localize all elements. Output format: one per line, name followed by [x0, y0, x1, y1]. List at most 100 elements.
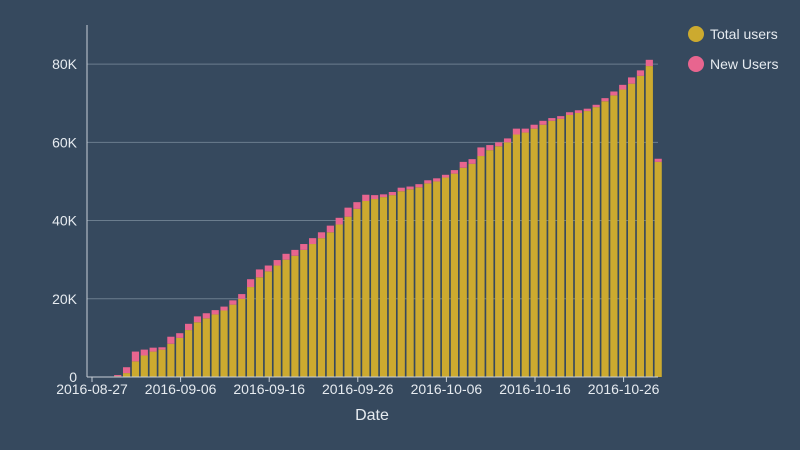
- bar-new-users[interactable]: [495, 142, 503, 147]
- bar-new-users[interactable]: [548, 118, 556, 121]
- bar-new-users[interactable]: [601, 98, 609, 102]
- bar-total-users[interactable]: [592, 107, 600, 377]
- bar-new-users[interactable]: [326, 225, 334, 233]
- bar-total-users[interactable]: [362, 201, 370, 377]
- bar-new-users[interactable]: [450, 170, 458, 174]
- bar-total-users[interactable]: [610, 95, 618, 378]
- bar-total-users[interactable]: [574, 113, 583, 377]
- bar-total-users[interactable]: [202, 318, 210, 377]
- bar-new-users[interactable]: [273, 260, 281, 266]
- bar-new-users[interactable]: [149, 347, 157, 352]
- bar-total-users[interactable]: [521, 132, 529, 377]
- bar-total-users[interactable]: [317, 238, 326, 377]
- bar-total-users[interactable]: [583, 111, 591, 377]
- bar-new-users[interactable]: [388, 192, 396, 196]
- bar-new-users[interactable]: [628, 77, 636, 84]
- bar-total-users[interactable]: [601, 101, 609, 378]
- bar-new-users[interactable]: [371, 195, 379, 200]
- bar-total-users[interactable]: [557, 118, 565, 378]
- bar-total-users[interactable]: [149, 351, 157, 377]
- bar-new-users[interactable]: [167, 336, 175, 344]
- bar-new-users[interactable]: [468, 159, 476, 164]
- bar-new-users[interactable]: [433, 178, 441, 182]
- bar-new-users[interactable]: [441, 174, 450, 178]
- bar-total-users[interactable]: [353, 208, 361, 377]
- bar-new-users[interactable]: [645, 59, 653, 67]
- bar-new-users[interactable]: [211, 310, 219, 315]
- bar-new-users[interactable]: [362, 194, 370, 201]
- bar-new-users[interactable]: [264, 265, 272, 272]
- bar-total-users[interactable]: [424, 183, 432, 377]
- bar-new-users[interactable]: [521, 128, 529, 133]
- bar-new-users[interactable]: [291, 249, 299, 256]
- bar-total-users[interactable]: [220, 310, 228, 377]
- bar-total-users[interactable]: [512, 134, 521, 377]
- bar-new-users[interactable]: [574, 110, 583, 113]
- bar-total-users[interactable]: [176, 337, 184, 377]
- bar-total-users[interactable]: [229, 304, 237, 377]
- bar-total-users[interactable]: [371, 199, 379, 377]
- bar-total-users[interactable]: [247, 287, 255, 377]
- bar-total-users[interactable]: [628, 83, 636, 378]
- bar-new-users[interactable]: [557, 116, 565, 119]
- bar-new-users[interactable]: [406, 186, 414, 190]
- bar-total-users[interactable]: [397, 191, 405, 377]
- bar-total-users[interactable]: [530, 128, 538, 377]
- legend-label-new-users[interactable]: New Users: [710, 56, 778, 72]
- bar-new-users[interactable]: [424, 180, 432, 184]
- bar-total-users[interactable]: [238, 298, 246, 377]
- bar-new-users[interactable]: [344, 207, 352, 217]
- bar-new-users[interactable]: [202, 313, 210, 319]
- bar-total-users[interactable]: [167, 343, 175, 377]
- bar-total-users[interactable]: [185, 330, 193, 377]
- bar-new-users[interactable]: [238, 294, 246, 299]
- bar-new-users[interactable]: [176, 333, 184, 338]
- bar-total-users[interactable]: [255, 277, 264, 377]
- bar-new-users[interactable]: [539, 120, 547, 125]
- bar-total-users[interactable]: [459, 167, 467, 377]
- bar-total-users[interactable]: [300, 249, 308, 377]
- bar-new-users[interactable]: [158, 347, 166, 350]
- bar-new-users[interactable]: [610, 91, 618, 96]
- bar-new-users[interactable]: [185, 323, 193, 331]
- bar-new-users[interactable]: [282, 253, 290, 260]
- bar-total-users[interactable]: [486, 150, 494, 377]
- bar-new-users[interactable]: [477, 147, 485, 157]
- bar-total-users[interactable]: [406, 189, 414, 377]
- bar-new-users[interactable]: [353, 202, 361, 209]
- bar-total-users[interactable]: [140, 355, 148, 377]
- bar-total-users[interactable]: [211, 314, 219, 377]
- bar-new-users[interactable]: [397, 187, 405, 192]
- bar-new-users[interactable]: [255, 269, 264, 278]
- bar-total-users[interactable]: [565, 114, 574, 378]
- bar-total-users[interactable]: [291, 255, 299, 377]
- bar-total-users[interactable]: [495, 146, 503, 377]
- bar-total-users[interactable]: [335, 224, 343, 377]
- bar-new-users[interactable]: [486, 145, 494, 151]
- bar-total-users[interactable]: [645, 66, 653, 377]
- bar-new-users[interactable]: [583, 108, 591, 112]
- bar-total-users[interactable]: [636, 75, 645, 377]
- bar-new-users[interactable]: [114, 375, 122, 377]
- bar-total-users[interactable]: [503, 142, 512, 377]
- bar-total-users[interactable]: [468, 163, 476, 377]
- bar-new-users[interactable]: [565, 112, 574, 115]
- bar-new-users[interactable]: [619, 84, 627, 90]
- bar-total-users[interactable]: [282, 259, 290, 377]
- bar-total-users[interactable]: [450, 173, 458, 377]
- bar-new-users[interactable]: [317, 232, 326, 239]
- bar-new-users[interactable]: [503, 138, 512, 143]
- bar-new-users[interactable]: [654, 158, 662, 162]
- bar-total-users[interactable]: [548, 120, 556, 377]
- bar-total-users[interactable]: [309, 244, 317, 377]
- bar-total-users[interactable]: [158, 349, 166, 377]
- bar-total-users[interactable]: [326, 232, 334, 377]
- bar-new-users[interactable]: [131, 351, 140, 362]
- bar-total-users[interactable]: [379, 197, 388, 377]
- legend-swatch-new-users[interactable]: [688, 56, 704, 72]
- bar-total-users[interactable]: [619, 89, 627, 377]
- bar-new-users[interactable]: [300, 244, 308, 250]
- bar-total-users[interactable]: [131, 361, 140, 377]
- bar-total-users[interactable]: [539, 124, 547, 377]
- bar-new-users[interactable]: [636, 70, 645, 76]
